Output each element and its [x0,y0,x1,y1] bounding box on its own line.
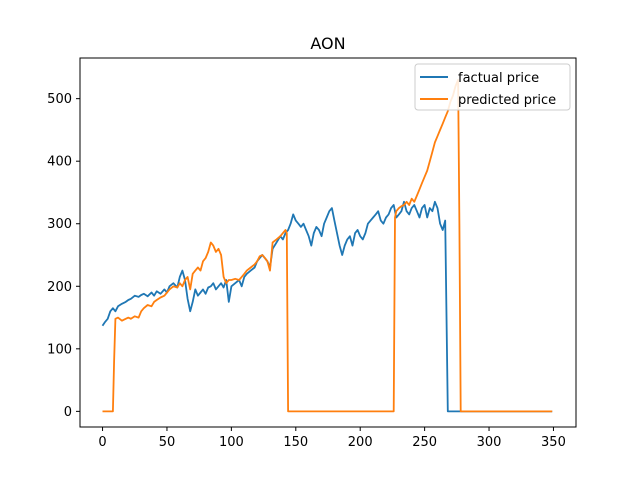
x-tick-label: 300 [477,435,502,450]
x-axis: 0 50 100 150 200 250 300 350 [98,427,566,450]
y-tick-label: 200 [47,280,72,295]
legend: factual price predicted price [414,63,571,111]
y-tick-label: 500 [47,92,72,107]
y-tick-label: 100 [47,342,72,357]
x-tick-label: 0 [98,435,106,450]
plot-frame [79,57,577,428]
x-tick-label: 200 [348,435,373,450]
x-tick-label: 150 [283,435,308,450]
series-line-predicted-price [102,79,553,413]
legend-label-predicted-price: predicted price [458,93,556,108]
series-line-factual-price [101,200,553,413]
x-tick-label: 50 [159,435,176,450]
x-tick-label: 250 [412,435,437,450]
legend-label-factual-price: factual price [458,71,539,86]
y-axis: 0 100 200 300 400 500 [47,92,80,420]
series-layer [101,79,553,413]
chart-title: AON [310,34,345,53]
x-tick-label: 350 [541,435,566,450]
legend-box [414,63,571,111]
y-tick-label: 400 [47,155,72,170]
y-tick-label: 0 [64,405,72,420]
x-tick-label: 100 [219,435,244,450]
y-tick-label: 300 [47,217,72,232]
